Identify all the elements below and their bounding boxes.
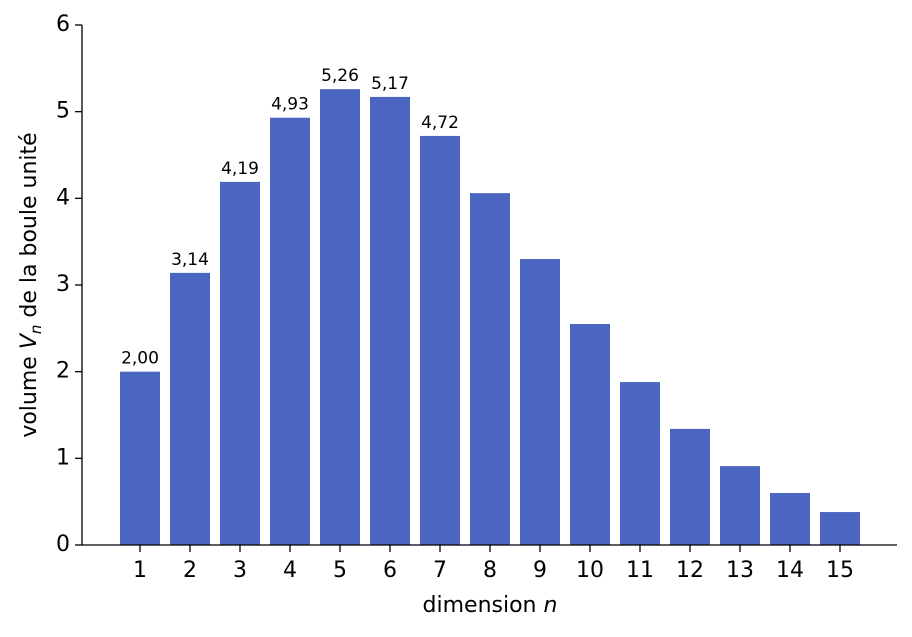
x-label-var: n: [544, 593, 558, 618]
x-tick-label: 6: [383, 558, 397, 583]
bar: [470, 193, 510, 545]
x-axis-label: dimension n: [423, 593, 558, 618]
x-tick-label: 1: [133, 558, 147, 583]
x-tick-label: 5: [333, 558, 347, 583]
bar: [820, 512, 860, 545]
x-tick-label: 14: [776, 558, 804, 583]
y-axis-label: volume Vn de la boule unité: [17, 132, 45, 437]
y-tick-label: 6: [56, 12, 70, 37]
y-tick-label: 3: [56, 272, 70, 297]
x-tick-label: 3: [233, 558, 247, 583]
value-label: 4,93: [271, 95, 309, 115]
y-tick-label: 1: [56, 445, 70, 470]
value-label: 4,19: [221, 159, 259, 179]
x-tick-label: 13: [726, 558, 754, 583]
x-tick-label: 9: [533, 558, 547, 583]
x-tick-label: 2: [183, 558, 197, 583]
bar: [620, 382, 660, 545]
x-tick-label: 4: [283, 558, 297, 583]
y-label-var: V: [17, 332, 42, 349]
value-label: 3,14: [171, 250, 209, 270]
bar: [170, 272, 210, 545]
y-label-sub: n: [27, 325, 45, 335]
bar: [320, 89, 360, 545]
y-tick-label: 4: [56, 185, 70, 210]
bar: [670, 428, 710, 545]
y-tick-label: 5: [56, 99, 70, 124]
y-label-before: volume: [17, 356, 42, 438]
x-tick-label: 7: [433, 558, 447, 583]
value-label: 5,17: [371, 74, 409, 94]
bar: [220, 181, 260, 545]
y-tick-label: 0: [56, 532, 70, 557]
y-tick-label: 2: [56, 359, 70, 384]
x-tick-label: 8: [483, 558, 497, 583]
y-label-after-text: de la boule unité: [17, 132, 42, 317]
x-tick-label: 12: [676, 558, 704, 583]
bar: [720, 466, 760, 545]
bar: [120, 371, 160, 545]
bar: [570, 324, 610, 545]
x-tick-label: 15: [826, 558, 854, 583]
bar: [770, 493, 810, 545]
value-label: 5,26: [321, 66, 359, 86]
value-label: 4,72: [421, 113, 459, 133]
x-tick-label: 11: [626, 558, 654, 583]
bar: [420, 135, 460, 545]
value-label: 2,00: [121, 349, 159, 369]
bar: [520, 259, 560, 545]
x-label-text: dimension: [423, 593, 537, 618]
bar: [370, 96, 410, 545]
bar: [270, 117, 310, 545]
x-tick-label: 10: [576, 558, 604, 583]
y-label-after: [17, 318, 42, 325]
